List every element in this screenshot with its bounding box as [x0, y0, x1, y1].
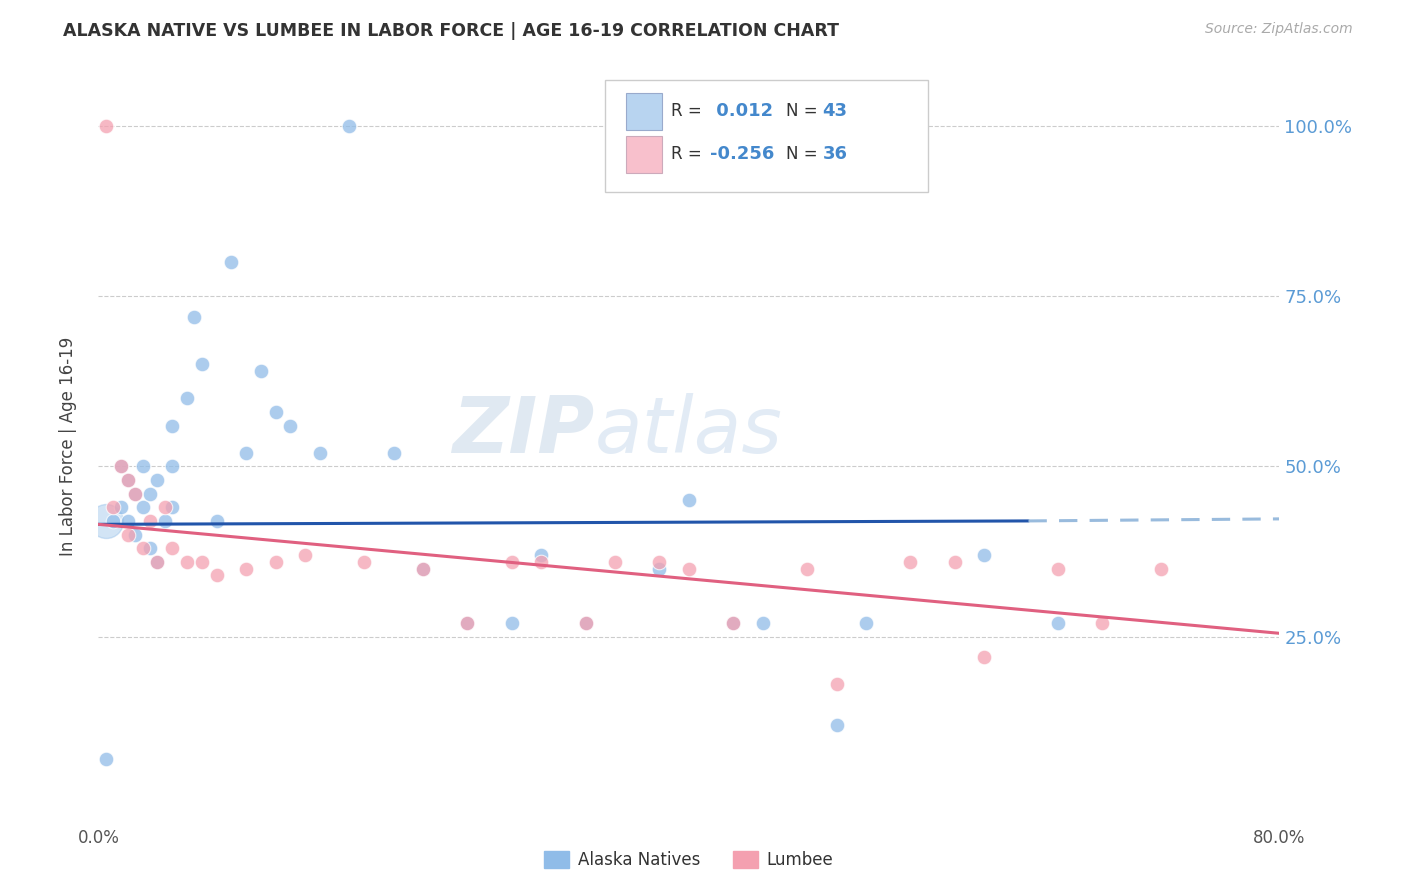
Point	[139, 514, 162, 528]
Point	[94, 119, 117, 133]
Point	[205, 514, 228, 528]
Point	[605, 555, 627, 569]
Point	[176, 555, 198, 569]
Point	[132, 541, 155, 556]
Point	[162, 500, 183, 515]
Point	[124, 527, 146, 541]
Point	[205, 568, 228, 582]
Point	[1046, 616, 1070, 631]
Point	[117, 473, 139, 487]
Point	[501, 555, 523, 569]
Point	[648, 555, 671, 569]
Point	[146, 555, 169, 569]
Point	[412, 561, 434, 575]
Point	[110, 459, 132, 474]
Point	[117, 473, 139, 487]
Point	[264, 405, 287, 419]
Point	[250, 364, 273, 378]
Point	[110, 459, 132, 474]
Point	[162, 418, 183, 433]
Point	[752, 616, 775, 631]
Point	[153, 514, 176, 528]
Point	[191, 357, 214, 371]
Point	[530, 555, 553, 569]
Point	[825, 677, 848, 691]
Point	[723, 616, 745, 631]
Point	[103, 514, 125, 528]
Text: 0.012: 0.012	[710, 103, 773, 120]
Text: N =: N =	[786, 103, 823, 120]
Point	[501, 616, 523, 631]
Point	[264, 555, 287, 569]
Point	[457, 616, 479, 631]
Point	[723, 616, 745, 631]
Point	[575, 616, 598, 631]
Text: R =: R =	[671, 145, 707, 163]
Point	[900, 555, 922, 569]
Point	[678, 561, 700, 575]
Text: 36: 36	[823, 145, 848, 163]
Point	[1150, 561, 1173, 575]
Point	[1091, 616, 1114, 631]
Point	[796, 561, 818, 575]
Point	[309, 446, 332, 460]
Point	[943, 555, 966, 569]
Point	[153, 500, 176, 515]
Text: ALASKA NATIVE VS LUMBEE IN LABOR FORCE | AGE 16-19 CORRELATION CHART: ALASKA NATIVE VS LUMBEE IN LABOR FORCE |…	[63, 22, 839, 40]
Point	[339, 119, 361, 133]
Point	[176, 392, 198, 406]
Text: ZIP: ZIP	[453, 393, 595, 469]
Point	[973, 548, 995, 562]
Point	[117, 527, 139, 541]
Point	[235, 561, 257, 575]
Point	[973, 650, 995, 665]
Point	[103, 500, 125, 515]
Point	[1046, 561, 1070, 575]
Text: N =: N =	[786, 145, 823, 163]
Point	[94, 752, 117, 766]
Point	[235, 446, 257, 460]
Point	[139, 541, 162, 556]
Point	[110, 500, 132, 515]
Point	[457, 616, 479, 631]
Text: Source: ZipAtlas.com: Source: ZipAtlas.com	[1205, 22, 1353, 37]
Point	[132, 459, 155, 474]
Point	[162, 541, 183, 556]
Point	[280, 418, 302, 433]
Point	[162, 459, 183, 474]
Point	[575, 616, 598, 631]
Point	[221, 255, 243, 269]
Point	[124, 486, 146, 500]
Point	[139, 486, 162, 500]
Point	[678, 493, 700, 508]
Point	[94, 514, 117, 528]
Point	[132, 500, 155, 515]
Point	[353, 555, 375, 569]
Y-axis label: In Labor Force | Age 16-19: In Labor Force | Age 16-19	[59, 336, 77, 556]
Point	[146, 555, 169, 569]
Point	[183, 310, 205, 324]
Point	[117, 514, 139, 528]
Text: R =: R =	[671, 103, 707, 120]
Point	[146, 473, 169, 487]
Point	[382, 446, 405, 460]
Point	[648, 561, 671, 575]
Point	[825, 718, 848, 732]
Text: -0.256: -0.256	[710, 145, 775, 163]
Point	[191, 555, 214, 569]
Point	[124, 486, 146, 500]
Point	[294, 548, 316, 562]
Point	[412, 561, 434, 575]
Point	[530, 548, 553, 562]
Text: atlas: atlas	[595, 393, 782, 469]
Legend: Alaska Natives, Lumbee: Alaska Natives, Lumbee	[537, 845, 841, 876]
Point	[855, 616, 877, 631]
Text: 43: 43	[823, 103, 848, 120]
